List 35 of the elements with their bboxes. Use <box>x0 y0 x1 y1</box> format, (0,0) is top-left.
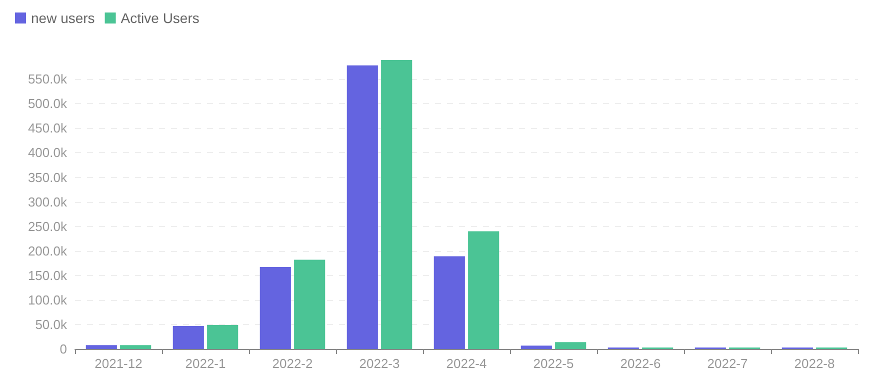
y-tick-label: 200.0k <box>28 243 68 258</box>
x-tick-label: 2022-1 <box>185 356 226 371</box>
x-tick-label: 2022-5 <box>533 356 574 371</box>
x-tick-label: 2022-7 <box>707 356 748 371</box>
bar <box>294 260 326 349</box>
bar <box>172 326 204 349</box>
y-tick-label: 100.0k <box>28 292 68 308</box>
bar <box>120 345 152 349</box>
y-tick-label: 250.0k <box>28 218 68 234</box>
bar <box>468 231 500 349</box>
x-tick-label: 2022-2 <box>272 356 313 371</box>
x-tick-label: 2022-8 <box>794 356 835 371</box>
legend-label: new users <box>31 10 95 26</box>
legend-label: Active Users <box>120 10 200 26</box>
bar <box>346 65 378 349</box>
x-tick-label: 2022-4 <box>446 356 487 371</box>
y-tick-label: 550.0k <box>28 72 68 87</box>
y-tick-label: 300.0k <box>28 194 68 210</box>
y-tick-label: 350.0k <box>28 170 68 185</box>
bar <box>434 256 465 349</box>
y-tick-label: 450.0k <box>28 120 68 136</box>
bar <box>381 60 412 349</box>
y-tick-label: 0 <box>60 342 67 356</box>
y-tick-label: 50.0k <box>35 316 68 332</box>
x-tick-label: 2022-6 <box>620 356 661 371</box>
y-tick-label: 500.0k <box>28 96 68 112</box>
y-tick-label: 150.0k <box>28 268 68 283</box>
x-tick-label: 2021-12 <box>94 356 142 371</box>
bar <box>555 342 586 349</box>
y-tick-label: 400.0k <box>28 145 68 160</box>
bar <box>86 345 117 349</box>
bar <box>207 324 238 349</box>
bar <box>260 267 291 349</box>
x-tick-label: 2022-3 <box>359 356 400 371</box>
bar <box>520 346 552 349</box>
